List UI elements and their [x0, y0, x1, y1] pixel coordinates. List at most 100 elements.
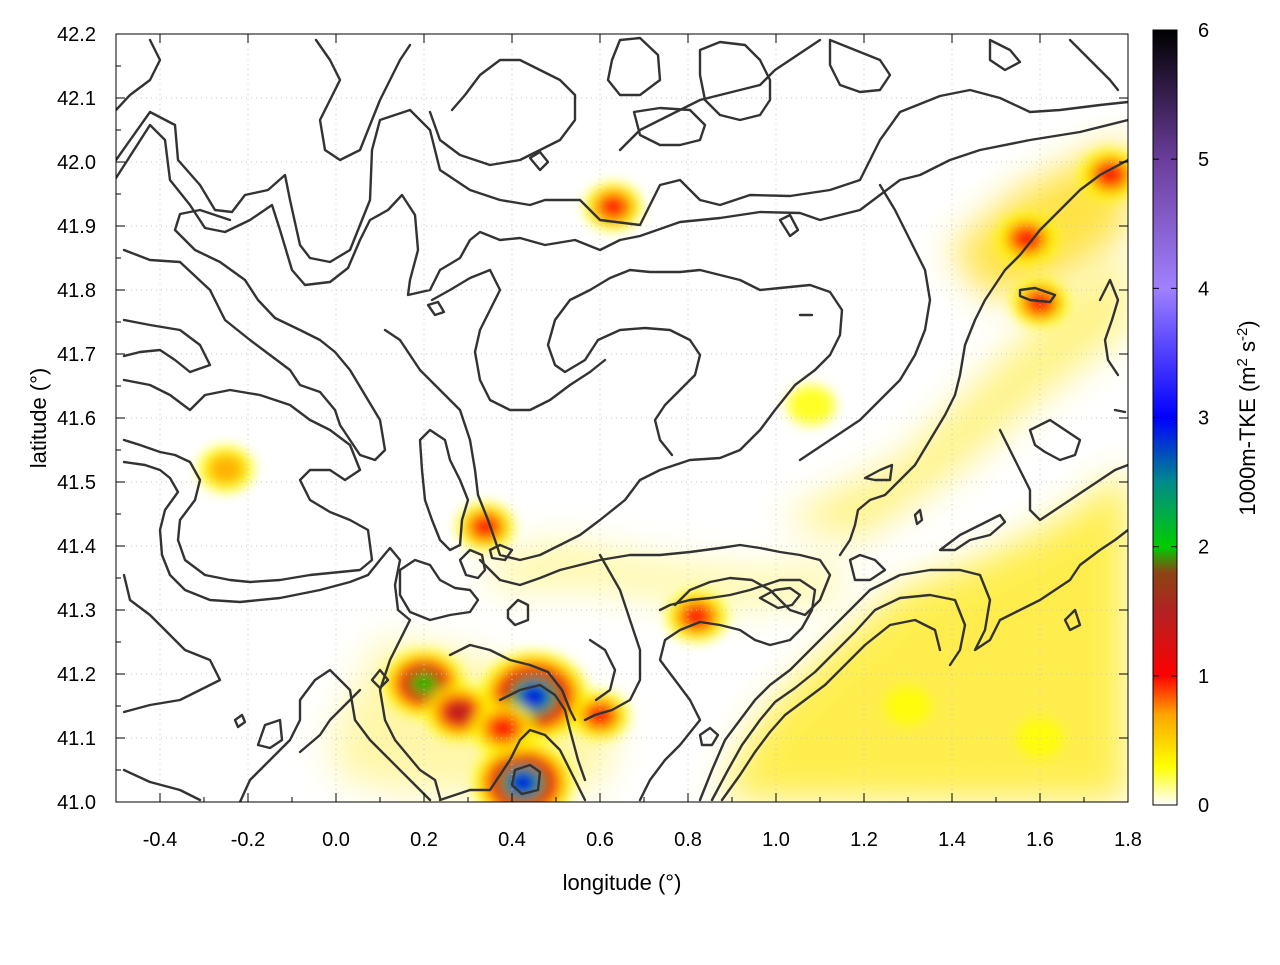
contour-line — [428, 58, 577, 167]
contour-line — [506, 598, 530, 627]
x-tick-label: 1.2 — [850, 829, 878, 851]
contour-line — [122, 460, 442, 800]
contour-line — [1113, 408, 1127, 414]
contour-line — [1018, 286, 1057, 304]
contour-line — [606, 36, 662, 97]
contour-line — [998, 428, 1128, 522]
colorbar-tick-labels: 0 1 2 3 4 5 6 — [1198, 20, 1209, 817]
tke-hotspot — [471, 514, 500, 539]
y-tick-label: 41.6 — [57, 408, 96, 430]
contour-line — [238, 668, 432, 802]
colorbar-tick-label: 5 — [1198, 149, 1209, 171]
terrain-contours — [116, 36, 1128, 802]
contour-line — [758, 586, 802, 610]
colorbar-ticks — [1153, 29, 1177, 806]
tke-hotspot — [1095, 162, 1126, 188]
contour-line — [720, 618, 942, 802]
contour-line — [618, 38, 822, 152]
contour-line — [1068, 38, 1120, 92]
contour-line — [583, 553, 642, 722]
y-tick-label: 41.5 — [57, 472, 96, 494]
contour-line — [510, 763, 542, 796]
tke-hotspot — [410, 672, 438, 695]
contour-line — [710, 593, 967, 802]
y-axis-tick-labels: 41.0 41.1 41.2 41.3 41.4 41.5 41.6 41.7 41.8 41.9… — [57, 24, 96, 814]
contour-line — [1028, 418, 1082, 462]
contour-line — [1098, 278, 1120, 377]
x-tick-label: 0.2 — [410, 829, 438, 851]
contour-line — [448, 643, 577, 722]
tke-hotspot — [445, 701, 473, 724]
contour-line — [418, 428, 470, 552]
x-tick-label: 0.6 — [586, 829, 614, 851]
contour-line — [370, 668, 390, 690]
contour-line — [122, 318, 212, 374]
colorbar-tick-label: 6 — [1198, 20, 1209, 42]
contour-line — [430, 268, 607, 412]
colorbar-tick-label: 3 — [1198, 408, 1209, 430]
contour-line — [398, 558, 480, 622]
contour-line — [913, 508, 924, 526]
tke-hotspot — [681, 603, 713, 630]
tke-hotspot — [487, 715, 520, 742]
tke-hotspot — [207, 453, 245, 485]
y-tick-label: 41.3 — [57, 600, 96, 622]
contour-line — [828, 38, 892, 94]
contour-line — [632, 106, 707, 147]
x-axis-label: longitude (°) — [563, 870, 682, 895]
colorbar-label: 1000m-TKE (m2 s-2) — [1234, 320, 1260, 515]
tke-hotspot — [884, 686, 932, 726]
contour-line — [1063, 608, 1082, 632]
x-tick-label: 0.8 — [674, 829, 702, 851]
x-tick-label: -0.4 — [143, 829, 177, 851]
y-tick-label: 41.4 — [57, 536, 96, 558]
tke-hotspot — [1016, 718, 1064, 758]
contour-line — [698, 40, 772, 122]
contour-line — [426, 300, 446, 317]
contour-line — [122, 378, 374, 584]
x-tick-label: 0.0 — [322, 829, 350, 851]
contour-line — [698, 726, 720, 747]
contour-line — [256, 718, 284, 750]
contour-line — [838, 158, 1128, 557]
contour-line — [116, 38, 162, 112]
contour-line — [938, 513, 1007, 552]
contour-line — [116, 118, 1128, 297]
colorbar-tick-label: 0 — [1198, 795, 1209, 817]
x-tick-label: 1.4 — [938, 829, 966, 851]
y-tick-label: 41.0 — [57, 792, 96, 814]
colorbar-tick-label: 4 — [1198, 278, 1209, 300]
x-axis-tick-labels: -0.4 -0.2 0.0 0.2 0.4 0.6 0.8 1.0 1.2 1.4 1.6 1.8 — [143, 829, 1142, 851]
y-tick-label: 42.1 — [57, 88, 96, 110]
y-tick-label: 41.9 — [57, 216, 96, 238]
y-tick-label: 42.2 — [57, 24, 96, 46]
contour-line — [116, 88, 1128, 264]
tke-hotspot — [1025, 290, 1055, 315]
contour-line — [458, 548, 487, 580]
tke-field — [198, 140, 1128, 802]
contour-line — [233, 713, 247, 729]
contour-line — [298, 688, 362, 754]
contour-line — [498, 683, 587, 782]
x-tick-label: 1.0 — [762, 829, 790, 851]
tke-field-center-band — [480, 540, 840, 610]
tke-hotspot — [787, 385, 836, 426]
contour-line — [122, 768, 202, 802]
contour-line — [848, 553, 887, 582]
contour-line — [383, 268, 844, 562]
contour-line — [478, 543, 832, 617]
tke-hotspot — [585, 703, 615, 728]
tke-hotspot — [598, 194, 628, 219]
contour-line — [988, 38, 1022, 72]
contour-line — [638, 578, 817, 802]
colorbar-tick-label: 2 — [1198, 537, 1209, 559]
contour-line — [863, 463, 894, 482]
contour-line — [798, 183, 932, 462]
contour-line — [122, 573, 222, 714]
y-tick-label: 42.0 — [57, 152, 96, 174]
x-tick-label: -0.2 — [231, 829, 265, 851]
x-tick-label: 1.8 — [1114, 829, 1142, 851]
contour-line — [778, 213, 800, 238]
y-tick-label: 41.7 — [57, 344, 96, 366]
